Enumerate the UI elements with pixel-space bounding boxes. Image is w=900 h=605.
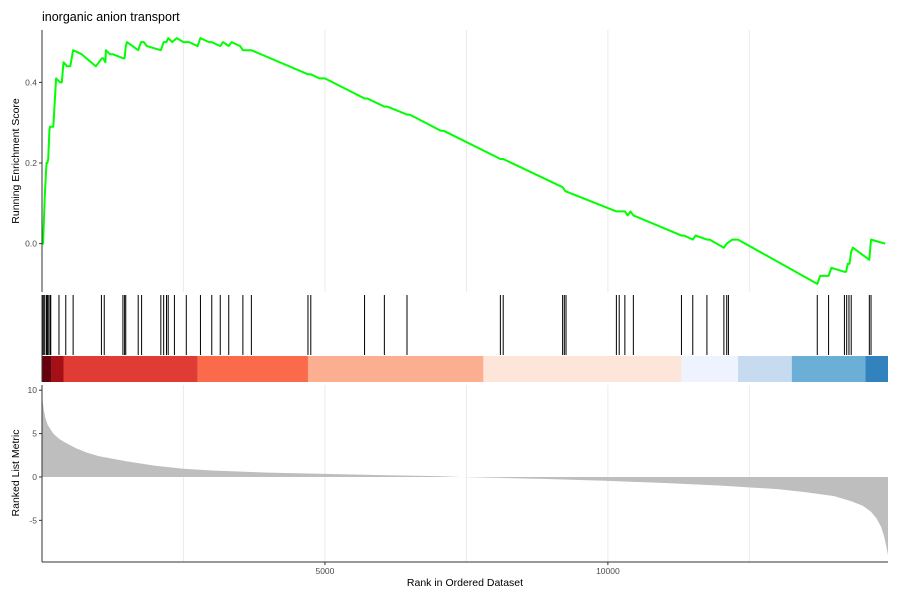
es-series-line [42,37,886,285]
metric-area [42,390,888,556]
metric-y-tick-label-0: -5 [29,515,37,525]
color-bar-segment-7 [738,356,792,382]
ranked-metric-panel [42,390,888,556]
metric-y-axis-label: Ranked List Metric [10,430,22,517]
color-bar-segment-1 [51,356,64,382]
color-bar-segment-8 [791,356,866,382]
es-y-axis-label: Running Enrichment Score [10,98,22,224]
es-y-tick-label-2: 0.4 [25,77,37,87]
x-tick-label-1: 10000 [596,566,620,576]
x-axis-label: Rank in Ordered Dataset [407,577,523,589]
chart-title: inorganic anion transport [42,10,180,24]
axes-layer: 0.0 0.2 0.4 -5 0 5 10 5000 10000 [25,30,888,576]
color-bar-segment-5 [483,356,682,382]
color-bar-segment-4 [307,356,484,382]
running-es-panel [42,37,886,285]
es-y-tick-label-1: 0.2 [25,158,37,168]
metric-y-tick-label-3: 10 [28,385,38,395]
metric-y-tick-label-2: 5 [32,429,37,439]
x-tick-label-0: 5000 [315,566,334,576]
metric-y-tick-label-1: 0 [32,472,37,482]
color-bar-segment-0 [42,356,52,382]
color-bar-segment-3 [197,356,308,382]
es-y-tick-label-0: 0.0 [25,239,37,249]
color-bar-segment-9 [865,356,888,382]
grid-layer [182,30,750,562]
color-bar-panel [42,356,888,382]
color-bar-segment-2 [63,356,198,382]
color-bar-segment-6 [681,356,739,382]
